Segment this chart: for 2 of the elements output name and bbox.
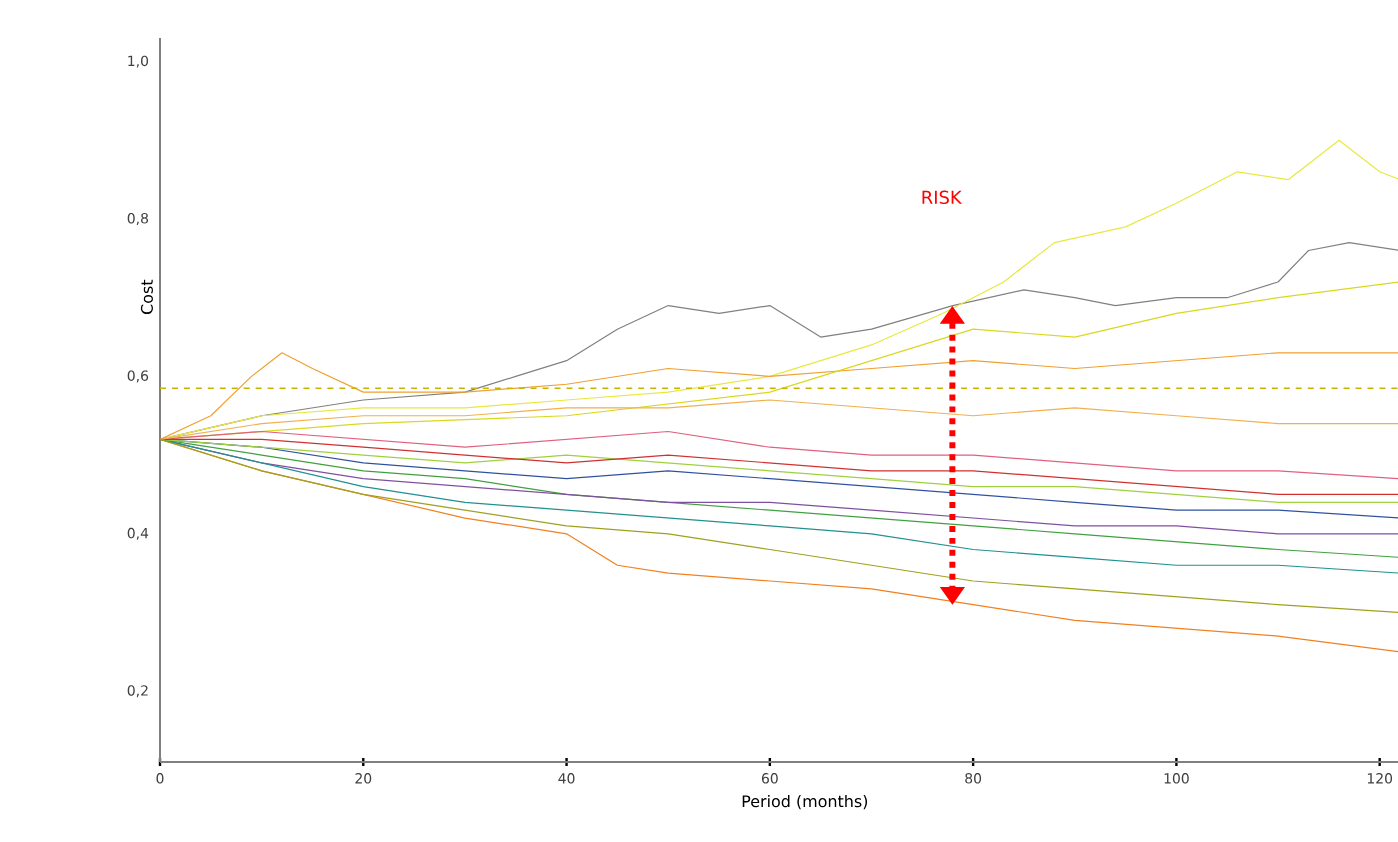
line-series	[160, 139, 1398, 440]
annotation: RISK	[922, 190, 963, 205]
